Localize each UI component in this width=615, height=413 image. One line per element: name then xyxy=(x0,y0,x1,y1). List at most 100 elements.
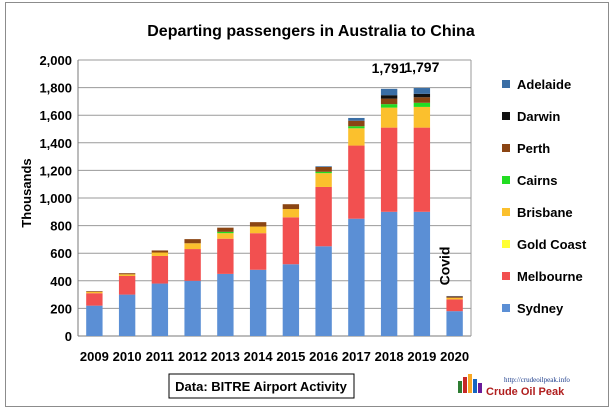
bar-segment-perth xyxy=(380,98,398,105)
source-label: Data: BITRE Airport Activity xyxy=(175,379,347,394)
logo-name: Crude Oil Peak xyxy=(486,386,565,398)
bar-stack-2013 xyxy=(217,227,234,336)
x-tick-label: 2013 xyxy=(211,349,240,364)
bar-segment-melbourne xyxy=(249,233,267,270)
x-tick-label: 2012 xyxy=(178,349,207,364)
bar-stack-2014 xyxy=(249,222,267,336)
y-tick-label: 1,600 xyxy=(39,108,72,123)
y-axis-label: Thousands xyxy=(19,158,34,227)
bar-segment-perth xyxy=(118,273,136,275)
y-tick-label: 2,000 xyxy=(39,53,72,68)
bar-stack-2011 xyxy=(151,250,169,336)
bar-segment-brisbane xyxy=(184,243,201,250)
covid-annotation: Covid xyxy=(437,247,453,286)
legend-item: Sydney xyxy=(502,301,564,316)
chart-canvas: Departing passengers in Australia to Chi… xyxy=(19,23,587,399)
x-tick-label: 2009 xyxy=(80,349,109,364)
x-tick-label: 2015 xyxy=(276,349,305,364)
bar-segment-sydney xyxy=(118,294,136,336)
bar-segment-brisbane xyxy=(282,209,300,218)
bar-stack-2012 xyxy=(184,239,201,336)
legend-item: Cairns xyxy=(502,173,557,188)
legend-item: Perth xyxy=(502,141,550,156)
bar-stack-2017 xyxy=(348,117,365,336)
bar-segment-sydney xyxy=(217,273,234,336)
legend-swatch xyxy=(502,80,510,88)
bar-segment-melbourne xyxy=(315,186,332,247)
bar-segment-melbourne xyxy=(413,127,431,212)
x-tick-label: 2017 xyxy=(342,349,371,364)
bar-stack-2019 xyxy=(413,88,431,336)
bar-segment-cairns xyxy=(413,102,431,107)
bar-series xyxy=(86,88,463,336)
bar-segment-perth xyxy=(217,227,234,232)
legend-label: Perth xyxy=(517,141,550,156)
bar-segment-brisbane xyxy=(118,274,136,276)
logo-mark-icon xyxy=(458,374,482,393)
x-tick-label: 2014 xyxy=(244,349,274,364)
bar-segment-cairns xyxy=(380,104,398,108)
legend-item: Gold Coast xyxy=(502,237,587,252)
chart-frame: Departing passengers in Australia to Chi… xyxy=(5,2,609,407)
bar-segment-perth xyxy=(348,120,365,127)
legend-swatch xyxy=(502,304,510,312)
bar-segment-melbourne xyxy=(282,217,300,265)
bar-segment-sydney xyxy=(249,269,267,336)
legend-swatch xyxy=(502,112,510,120)
total-label: 1,791 xyxy=(372,60,407,76)
legend-label: Cairns xyxy=(517,173,557,188)
bar-segment-melbourne xyxy=(380,127,398,212)
bar-segment-brisbane xyxy=(446,297,463,300)
bar-segment-perth xyxy=(249,222,267,227)
bar-segment-perth xyxy=(413,97,431,103)
bar-segment-brisbane xyxy=(217,233,234,239)
bar-stack-2015 xyxy=(282,204,300,336)
bar-segment-perth xyxy=(315,166,332,172)
bar-segment-melbourne xyxy=(151,255,169,284)
bar-segment-brisbane xyxy=(348,128,365,146)
y-tick-label: 1,200 xyxy=(39,163,72,178)
bar-segment-sydney xyxy=(86,305,103,336)
bar-stack-2018 xyxy=(380,88,398,336)
bar-segment-perth xyxy=(446,296,463,298)
legend-swatch xyxy=(502,272,510,280)
y-tick-label: 600 xyxy=(50,246,72,261)
logo-url: http://crudeoilpeak.info xyxy=(504,376,570,384)
y-tick-labels: 0 200 400 600 800 1,000 1,200 1,400 1,600 1,800 2,… xyxy=(39,53,72,344)
bar-segment-adelaide xyxy=(380,88,398,96)
y-tick-label: 0 xyxy=(65,329,72,344)
bar-stack-2010 xyxy=(118,273,136,336)
x-tick-label: 2010 xyxy=(113,349,142,364)
x-tick-label: 2020 xyxy=(440,349,469,364)
y-tick-label: 400 xyxy=(50,274,72,289)
bar-segment-sydney xyxy=(380,211,398,336)
total-label: 1,797 xyxy=(404,59,439,75)
bar-segment-melbourne xyxy=(86,293,103,306)
legend-label: Melbourne xyxy=(517,269,583,284)
bar-segment-perth xyxy=(151,250,169,253)
legend-label: Brisbane xyxy=(517,205,573,220)
legend-item: Adelaide xyxy=(502,77,571,92)
y-tick-label: 1,800 xyxy=(39,81,72,96)
bar-segment-brisbane xyxy=(413,106,431,128)
x-tick-label: 2018 xyxy=(375,349,404,364)
legend-swatch xyxy=(502,240,510,248)
bar-segment-melbourne xyxy=(446,299,463,312)
crude-oil-peak-logo: http://crudeoilpeak.info Crude Oil Peak xyxy=(458,374,570,398)
legend-item: Darwin xyxy=(502,109,560,124)
bar-stack-2016 xyxy=(315,166,332,336)
bar-segment-sydney xyxy=(348,218,365,336)
bar-segment-sydney xyxy=(315,246,332,336)
gridlines xyxy=(77,59,472,337)
bar-stack-2020 xyxy=(446,295,463,336)
bar-segment-perth xyxy=(86,291,103,292)
legend-swatch xyxy=(502,176,510,184)
bar-segment-brisbane xyxy=(86,291,103,294)
source-box: Data: BITRE Airport Activity xyxy=(168,373,355,399)
bar-segment-darwin xyxy=(380,95,398,99)
bar-stack-2009 xyxy=(86,291,103,336)
bar-segment-adelaide xyxy=(413,88,431,94)
y-tick-label: 200 xyxy=(50,301,72,316)
bar-segment-sydney xyxy=(413,211,431,336)
